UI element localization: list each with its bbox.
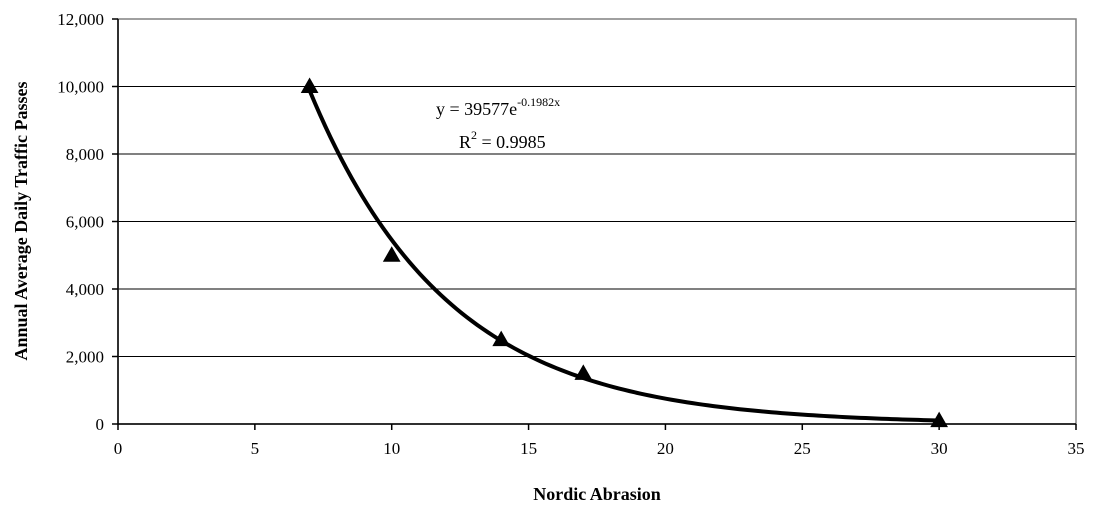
y-axis-title: Annual Average Daily Traffic Passes <box>11 82 31 361</box>
x-tick-label: 5 <box>251 439 260 458</box>
y-tick-label: 8,000 <box>66 145 104 164</box>
x-tick-label: 10 <box>383 439 400 458</box>
trendline <box>307 89 940 423</box>
data-points <box>300 77 949 428</box>
x-tick-label: 15 <box>520 439 537 458</box>
x-axis-title: Nordic Abrasion <box>533 484 661 504</box>
r-squared-label: R2 = 0.9985 <box>459 128 546 152</box>
grid-lines <box>118 86 1076 357</box>
data-point-marker <box>574 364 593 380</box>
y-tick-label: 0 <box>96 415 105 434</box>
y-tick-label: 6,000 <box>66 213 104 232</box>
x-tick-label: 25 <box>794 439 811 458</box>
x-tick-label: 0 <box>114 439 123 458</box>
data-point-marker <box>930 411 949 428</box>
y-tick-label: 4,000 <box>66 280 104 299</box>
x-tick-label: 30 <box>931 439 948 458</box>
x-tick-label: 35 <box>1068 439 1085 458</box>
y-tick-label: 12,000 <box>57 10 104 29</box>
x-tick-label: 20 <box>657 439 674 458</box>
y-tick-label: 10,000 <box>57 78 104 97</box>
data-point-marker <box>382 246 401 262</box>
data-point-marker <box>492 330 511 347</box>
data-point-marker <box>300 77 319 93</box>
y-tick-label: 2,000 <box>66 348 104 367</box>
axes <box>112 18 1077 430</box>
tick-labels: 0 2,000 4,000 6,000 8,000 10,000 12,000 0 5 10 15 2… <box>57 10 1084 458</box>
trendline-equation: y = 39577e-0.1982x <box>436 95 560 119</box>
